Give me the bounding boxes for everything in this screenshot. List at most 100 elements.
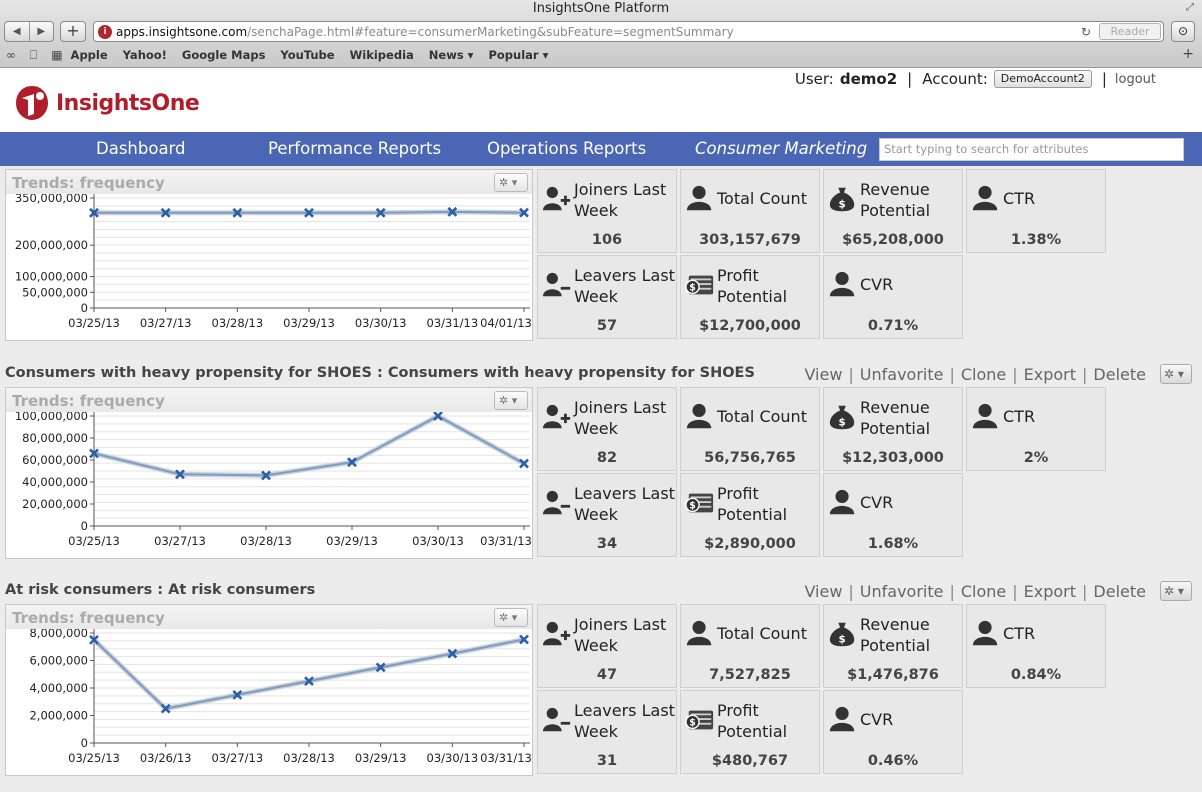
attribute-search-input[interactable]: Start typing to search for attributes	[879, 138, 1184, 161]
ctr-card[interactable]: CTR 0.84%	[966, 604, 1106, 688]
data-point[interactable]	[160, 703, 171, 714]
divider: |	[848, 581, 854, 601]
joiners-last-week-card[interactable]: Joiners Last Week 47	[537, 604, 677, 688]
nav-dashboard[interactable]: Dashboard	[96, 139, 186, 158]
ctr-card[interactable]: CTR 1.38%	[966, 169, 1106, 253]
bookmark-item[interactable]: Google Maps	[181, 48, 266, 62]
downloads-icon[interactable]: ⊙	[1171, 21, 1195, 42]
data-point[interactable]	[519, 458, 529, 469]
chart-gear-menu[interactable]: ✲ ▾	[494, 391, 528, 410]
back-icon[interactable]: ◀	[12, 26, 21, 37]
data-point[interactable]	[89, 448, 99, 459]
x-tick-label: 03/29/13	[283, 316, 335, 330]
export-link[interactable]: Export	[1023, 364, 1077, 384]
cvr-card[interactable]: CVR 1.68%	[823, 473, 963, 557]
bookmark-item[interactable]: News ▾	[428, 48, 474, 62]
data-point[interactable]	[304, 207, 314, 218]
svg-text:$: $	[838, 416, 845, 428]
bookmarks-icon[interactable]: ⎕	[30, 47, 38, 62]
account-select[interactable]: DemoAccount2	[993, 70, 1092, 88]
view-link[interactable]: View	[804, 364, 843, 384]
unfavorite-link[interactable]: Unfavorite	[859, 364, 944, 384]
logo[interactable]: InsightsOne	[14, 84, 200, 122]
clone-link[interactable]: Clone	[960, 364, 1007, 384]
reading-list-icon[interactable]: ∞	[6, 48, 16, 62]
data-point[interactable]	[447, 206, 458, 217]
ctr-card[interactable]: CTR 2%	[966, 387, 1106, 471]
metric-label: Joiners Last Week	[574, 615, 667, 655]
add-bookmark-icon[interactable]: +	[1182, 46, 1194, 62]
nav-performance-reports[interactable]: Performance Reports	[268, 139, 442, 158]
chart-title: Trends: frequency	[12, 392, 165, 410]
joiners-last-week-card[interactable]: Joiners Last Week 106	[537, 169, 677, 253]
data-point[interactable]	[160, 207, 171, 218]
metric-value: $480,767	[711, 753, 789, 769]
data-point[interactable]	[447, 648, 458, 659]
metric-label: Joiners Last Week	[574, 398, 667, 438]
delete-link[interactable]: Delete	[1093, 581, 1146, 601]
account-label: Account:	[922, 70, 988, 88]
data-point[interactable]	[519, 207, 529, 218]
divider: |	[1082, 364, 1088, 384]
data-point[interactable]	[261, 470, 271, 481]
profit-potential-card[interactable]: $ Profit Potential $12,700,000	[680, 255, 820, 339]
address-bar[interactable]: i apps.insightsone.com /senchaPage.html#…	[93, 21, 1164, 42]
data-point[interactable]	[232, 207, 243, 218]
bookmark-item[interactable]: Wikipedia	[349, 48, 414, 62]
metric-label: CVR	[860, 493, 894, 512]
data-point[interactable]	[375, 207, 386, 218]
metric-label: Total Count	[717, 624, 807, 643]
nav-operations-reports[interactable]: Operations Reports	[487, 139, 647, 158]
data-point[interactable]	[232, 689, 243, 700]
leavers-last-week-card[interactable]: Leavers Last Week 57	[537, 255, 677, 339]
fullscreen-icon[interactable]: ⤢	[1186, 2, 1194, 13]
profit-potential-card[interactable]: $ Profit Potential $2,890,000	[680, 473, 820, 557]
revenue-potential-card[interactable]: $ Revenue Potential $12,303,000	[823, 387, 963, 471]
nav-consumer-marketing[interactable]: Consumer Marketing	[695, 139, 868, 158]
revenue-potential-card[interactable]: $ Revenue Potential $65,208,000	[823, 169, 963, 253]
logout-link[interactable]: logout	[1114, 71, 1156, 87]
divider: |	[1082, 581, 1088, 601]
user-icon	[829, 271, 855, 297]
total-count-card[interactable]: Total Count 56,756,765	[680, 387, 820, 471]
new-tab-button[interactable]: +	[60, 21, 86, 42]
data-point[interactable]	[375, 662, 386, 673]
data-point[interactable]	[347, 457, 357, 468]
reader-button[interactable]: Reader	[1099, 23, 1161, 40]
joiners-last-week-card[interactable]: Joiners Last Week 82	[537, 387, 677, 471]
total-count-card[interactable]: Total Count 303,157,679	[680, 169, 820, 253]
user-icon	[686, 403, 712, 429]
chart-gear-menu[interactable]: ✲ ▾	[494, 608, 528, 627]
cvr-card[interactable]: CVR 0.46%	[823, 690, 963, 774]
export-link[interactable]: Export	[1023, 581, 1077, 601]
delete-link[interactable]: Delete	[1093, 364, 1146, 384]
data-point[interactable]	[175, 469, 185, 480]
unfavorite-link[interactable]: Unfavorite	[859, 581, 944, 601]
revenue-potential-card[interactable]: $ Revenue Potential $1,476,876	[823, 604, 963, 688]
data-point[interactable]	[304, 676, 314, 687]
segment-gear-menu[interactable]: ✲ ▾	[1160, 364, 1192, 384]
cvr-card[interactable]: CVR 0.71%	[823, 255, 963, 339]
data-point[interactable]	[89, 207, 99, 218]
data-point[interactable]	[433, 411, 443, 421]
total-count-card[interactable]: Total Count 7,527,825	[680, 604, 820, 688]
data-point[interactable]	[519, 634, 529, 645]
bookmark-item[interactable]: YouTube	[280, 48, 335, 62]
bookmark-item[interactable]: Popular ▾	[488, 48, 549, 62]
x-tick-label: 03/31/13	[480, 534, 532, 548]
segment-gear-menu[interactable]: ✲ ▾	[1160, 581, 1192, 601]
data-point[interactable]	[89, 634, 99, 645]
forward-icon[interactable]: ▶	[28, 22, 54, 41]
leavers-last-week-card[interactable]: Leavers Last Week 31	[537, 690, 677, 774]
reload-icon[interactable]: ↻	[1080, 24, 1091, 39]
chart-gear-menu[interactable]: ✲ ▾	[494, 173, 528, 192]
clone-link[interactable]: Clone	[960, 581, 1007, 601]
x-tick-label: 03/25/13	[68, 751, 120, 765]
leavers-last-week-card[interactable]: Leavers Last Week 34	[537, 473, 677, 557]
view-link[interactable]: View	[804, 581, 843, 601]
bookmark-item[interactable]: Yahoo!	[122, 48, 167, 62]
bookmark-item[interactable]: Apple	[70, 48, 108, 62]
profit-potential-card[interactable]: $ Profit Potential $480,767	[680, 690, 820, 774]
divider: |	[907, 70, 913, 88]
top-sites-icon[interactable]: ▦	[51, 48, 63, 62]
